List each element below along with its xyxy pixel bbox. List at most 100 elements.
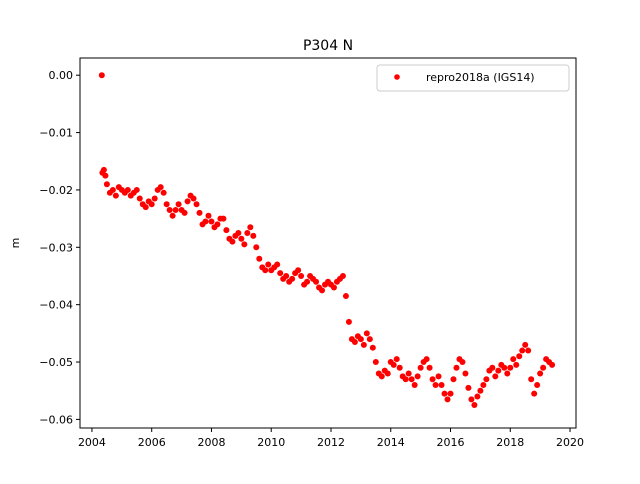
data-point	[175, 201, 182, 208]
data-point	[181, 209, 188, 216]
y-tick-label: −0.04	[39, 299, 73, 312]
data-point	[166, 207, 173, 214]
x-tick-label: 2016	[437, 436, 465, 449]
data-point	[100, 166, 107, 173]
data-point	[345, 318, 352, 325]
x-tick-label: 2008	[197, 436, 225, 449]
data-point	[124, 186, 131, 193]
data-point	[112, 192, 119, 199]
data-point	[319, 287, 326, 294]
data-point	[390, 361, 397, 368]
x-axis: 2004 2006 2008 2010 2012 2014 2016 2018 2020	[78, 428, 584, 449]
data-point	[408, 376, 415, 383]
data-point	[256, 255, 263, 262]
x-tick-label: 2012	[317, 436, 345, 449]
data-point	[190, 195, 197, 202]
data-point	[133, 186, 140, 193]
data-points	[98, 72, 556, 409]
data-point	[274, 261, 281, 268]
data-point	[262, 267, 269, 274]
data-point	[531, 390, 538, 397]
data-point	[202, 218, 209, 225]
x-tick-label: 2004	[78, 436, 106, 449]
chart-title: P304 N	[303, 38, 353, 54]
data-point	[277, 270, 284, 277]
data-point	[235, 229, 242, 236]
data-point	[265, 261, 272, 268]
data-point	[160, 189, 167, 196]
x-tick-label: 2020	[556, 436, 584, 449]
legend: repro2018a (IGS14)	[376, 64, 570, 92]
data-point	[169, 212, 176, 219]
x-tick-label: 2010	[257, 436, 285, 449]
y-axis: 0.00 −0.01 −0.02 −0.03 −0.04 −0.05 −0.06	[39, 69, 80, 426]
data-point	[462, 370, 469, 377]
data-point	[241, 241, 248, 248]
data-point	[184, 198, 191, 205]
data-point	[330, 284, 337, 291]
data-point	[289, 275, 296, 282]
data-point	[537, 370, 544, 377]
plot-frame	[79, 57, 577, 429]
data-point	[103, 181, 110, 188]
data-point	[196, 209, 203, 216]
data-point	[423, 356, 430, 363]
data-point	[372, 359, 379, 366]
y-tick-label: −0.01	[39, 127, 73, 140]
data-point	[339, 272, 346, 279]
data-point	[414, 373, 421, 380]
data-point	[393, 356, 400, 363]
data-point	[405, 370, 412, 377]
data-point	[411, 381, 418, 388]
data-point	[489, 364, 496, 371]
data-point	[504, 370, 511, 377]
data-point	[366, 336, 373, 343]
data-point	[435, 373, 442, 380]
data-point	[549, 361, 556, 368]
data-point	[357, 336, 364, 343]
data-point	[429, 376, 436, 383]
data-point	[253, 244, 260, 251]
data-point	[360, 341, 367, 348]
data-point	[136, 195, 143, 202]
data-point	[453, 364, 460, 371]
data-point	[525, 347, 532, 354]
data-point	[142, 204, 149, 211]
data-point	[402, 376, 409, 383]
data-point	[378, 373, 385, 380]
data-point	[495, 367, 502, 374]
data-point	[369, 344, 376, 351]
data-point	[98, 72, 105, 79]
x-tick-label: 2014	[377, 436, 405, 449]
data-point	[193, 201, 200, 208]
y-tick-label: −0.02	[39, 184, 73, 197]
data-point	[148, 201, 155, 208]
data-point	[459, 359, 466, 366]
data-point	[313, 278, 320, 285]
data-point	[250, 232, 257, 239]
data-point	[214, 221, 221, 228]
data-point	[247, 224, 254, 231]
data-point	[205, 212, 212, 219]
y-tick-label: −0.06	[39, 413, 73, 426]
data-point	[238, 235, 245, 242]
data-point	[172, 207, 179, 214]
data-point	[295, 267, 302, 274]
y-axis-label: m	[9, 238, 22, 249]
data-point	[507, 364, 514, 371]
x-tick-label: 2006	[138, 436, 166, 449]
data-point	[244, 229, 251, 236]
data-point	[342, 293, 349, 300]
data-point	[444, 396, 451, 403]
data-point	[432, 381, 439, 388]
data-point	[522, 341, 529, 348]
data-point	[417, 364, 424, 371]
legend-marker	[394, 74, 400, 80]
data-point	[283, 272, 290, 279]
data-point	[519, 347, 526, 354]
data-point	[441, 390, 448, 397]
data-point	[151, 195, 158, 202]
data-point	[447, 390, 454, 397]
data-point	[163, 201, 170, 208]
